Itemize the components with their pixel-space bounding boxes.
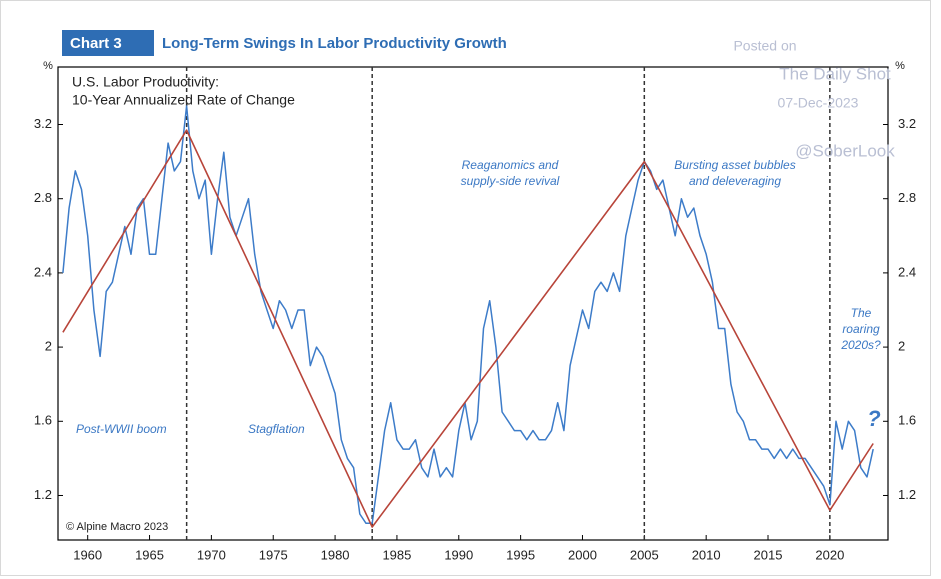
x-tick-label: 2005 [630,547,659,562]
x-tick-label: 1990 [444,547,473,562]
tag-box [62,30,154,56]
y2-tick-label: 2 [898,339,905,354]
y-tick-label: 1.6 [34,413,52,428]
annotation: Stagflation [248,422,305,436]
watermark: The Daily Shot [779,64,891,83]
y-tick-label: 2.4 [34,264,52,279]
watermark: Posted on [733,38,796,54]
source: © Alpine Macro 2023 [66,521,168,533]
annotation: Bursting asset bubbles [674,158,795,172]
annotation: ? [867,406,880,431]
x-tick-label: 2000 [568,547,597,562]
chart-title: 10-Year Annualized Rate of Change [72,92,295,108]
annotation: Post-WWII boom [76,422,167,436]
y2-unit: % [895,60,905,72]
x-tick-label: 1995 [506,547,535,562]
header-title: Long-Term Swings In Labor Productivity G… [162,35,507,52]
annotation: and deleveraging [689,174,781,188]
y-tick-label: 2.8 [34,190,52,205]
plot-area [57,66,889,541]
y-tick-label: 3.2 [34,116,52,131]
annotation: supply-side revival [461,174,560,188]
tag: Chart 3 [70,35,122,52]
y2-tick-label: 1.6 [898,413,916,428]
chart-title: U.S. Labor Productivity: [72,74,219,90]
x-tick-label: 2010 [692,547,721,562]
x-tick-label: 1980 [321,547,350,562]
watermark: 07-Dec-2023 [778,95,859,111]
x-tick-label: 1985 [382,547,411,562]
x-tick-label: 1970 [197,547,226,562]
annotation: roaring [842,322,880,336]
series-line [62,105,874,525]
y2-tick-label: 3.2 [898,116,916,131]
series-line [62,129,874,528]
y-unit: % [43,60,53,72]
y2-tick-label: 1.2 [898,487,916,502]
y-tick-label: 2 [45,339,52,354]
x-tick-label: 1975 [259,547,288,562]
watermark: @SoberLook [795,141,895,160]
x-tick-label: 1960 [73,547,102,562]
y-tick-label: 1.2 [34,487,52,502]
x-tick-label: 2020 [815,547,844,562]
x-tick-label: 1965 [135,547,164,562]
x-tick-label: 2015 [754,547,783,562]
y2-tick-label: 2.4 [898,264,916,279]
annotation: The [851,306,872,320]
y2-tick-label: 2.8 [898,190,916,205]
annotation: 2020s? [840,338,881,352]
annotation: Reaganomics and [462,158,559,172]
